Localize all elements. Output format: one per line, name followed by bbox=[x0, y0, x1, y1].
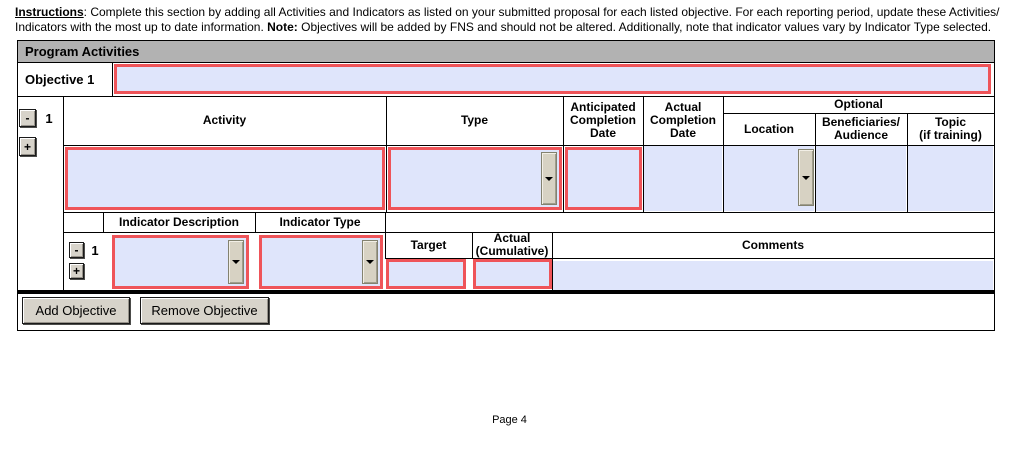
anticipated-completion-date-input[interactable] bbox=[565, 147, 642, 210]
instructions-text: Instructions: Complete this section by a… bbox=[15, 5, 1009, 34]
actual-completion-date-input[interactable] bbox=[644, 146, 722, 211]
location-dropdown-button[interactable] bbox=[798, 149, 814, 206]
header-beneficiaries-audience: Beneficiaries/ Audience bbox=[821, 115, 901, 142]
header-target: Target bbox=[410, 237, 447, 252]
grid-line bbox=[112, 62, 113, 96]
header-anticipated-completion-date: Anticipated Completion Date bbox=[570, 100, 636, 140]
target-input[interactable] bbox=[386, 259, 466, 289]
grid-line bbox=[723, 113, 994, 114]
objective-label: Objective 1 bbox=[25, 71, 95, 87]
grid-line bbox=[17, 96, 995, 97]
grid-line bbox=[63, 96, 64, 290]
minus-icon: - bbox=[25, 111, 30, 125]
grid-line bbox=[17, 330, 995, 331]
grid-line bbox=[385, 258, 994, 259]
grid-line bbox=[63, 145, 994, 146]
header-activity: Activity bbox=[202, 113, 247, 127]
page-number: Page 4 bbox=[492, 414, 527, 426]
grid-line bbox=[386, 96, 387, 212]
remove-objective-button[interactable]: Remove Objective bbox=[140, 297, 269, 324]
section-title: Program Activities bbox=[25, 44, 140, 59]
objective-input[interactable] bbox=[114, 64, 991, 94]
grid-line bbox=[17, 40, 18, 331]
grid-line bbox=[17, 40, 995, 41]
header-optional: Optional bbox=[834, 97, 883, 111]
type-select[interactable] bbox=[388, 147, 562, 210]
minus-icon: - bbox=[74, 243, 79, 257]
chevron-down-icon bbox=[232, 260, 240, 264]
type-dropdown-button[interactable] bbox=[541, 152, 557, 205]
grid-line bbox=[563, 96, 564, 212]
grid-line bbox=[64, 232, 994, 233]
chevron-down-icon bbox=[366, 260, 374, 264]
grid-line bbox=[815, 113, 816, 212]
indicator-remove-button[interactable]: - bbox=[69, 242, 84, 258]
chevron-down-icon bbox=[802, 175, 810, 180]
grid-line bbox=[643, 96, 644, 212]
header-indicator-type: Indicator Type bbox=[279, 214, 361, 229]
grid-line bbox=[63, 212, 994, 213]
header-actual-cumulative: Actual (Cumulative) bbox=[475, 231, 549, 258]
add-objective-button[interactable]: Add Objective bbox=[22, 297, 130, 324]
header-type: Type bbox=[460, 113, 489, 127]
indicator-description-dropdown-button[interactable] bbox=[228, 240, 244, 284]
indicator-type-select[interactable] bbox=[259, 235, 383, 289]
program-activities-header: Program Activities bbox=[18, 41, 994, 62]
beneficiaries-audience-input[interactable] bbox=[816, 146, 906, 211]
grid-line bbox=[907, 113, 908, 212]
grid-line bbox=[994, 40, 995, 331]
topic-input[interactable] bbox=[908, 146, 993, 211]
indicator-type-dropdown-button[interactable] bbox=[362, 240, 378, 284]
grid-line bbox=[552, 232, 553, 290]
header-topic-if-training: Topic (if training) bbox=[919, 115, 982, 142]
section-divider-line bbox=[17, 290, 995, 294]
instructions-heading: Instructions bbox=[15, 5, 84, 19]
activity-remove-button[interactable]: - bbox=[19, 109, 36, 127]
header-actual-completion-date: Actual Completion Date bbox=[650, 100, 716, 140]
indicator-add-button[interactable]: + bbox=[69, 263, 84, 279]
indicator-row-number: 1 bbox=[91, 242, 99, 258]
header-indicator-description: Indicator Description bbox=[118, 214, 240, 229]
grid-line bbox=[103, 212, 104, 232]
actual-cumulative-input[interactable] bbox=[473, 259, 552, 289]
note-body: Objectives will be added by FNS and shou… bbox=[297, 19, 992, 34]
grid-line bbox=[472, 232, 473, 259]
header-comments: Comments bbox=[741, 237, 804, 252]
indicator-description-select[interactable] bbox=[112, 235, 249, 289]
instructions-body: : Complete this section by adding all Ac… bbox=[15, 5, 1000, 34]
header-location: Location bbox=[744, 121, 794, 136]
remove-objective-label: Remove Objective bbox=[151, 303, 258, 318]
plus-icon: + bbox=[23, 139, 31, 154]
comments-input[interactable] bbox=[553, 261, 993, 290]
activity-add-button[interactable]: + bbox=[19, 137, 36, 156]
add-objective-label: Add Objective bbox=[35, 303, 117, 318]
grid-line bbox=[255, 212, 256, 232]
plus-icon: + bbox=[72, 264, 80, 278]
grid-line bbox=[723, 96, 724, 212]
note-label: Note: bbox=[267, 19, 298, 34]
chevron-down-icon bbox=[545, 176, 553, 181]
grid-line bbox=[17, 62, 995, 63]
activity-row-number: 1 bbox=[45, 110, 53, 126]
activity-input[interactable] bbox=[65, 147, 385, 210]
grid-line bbox=[385, 212, 386, 259]
